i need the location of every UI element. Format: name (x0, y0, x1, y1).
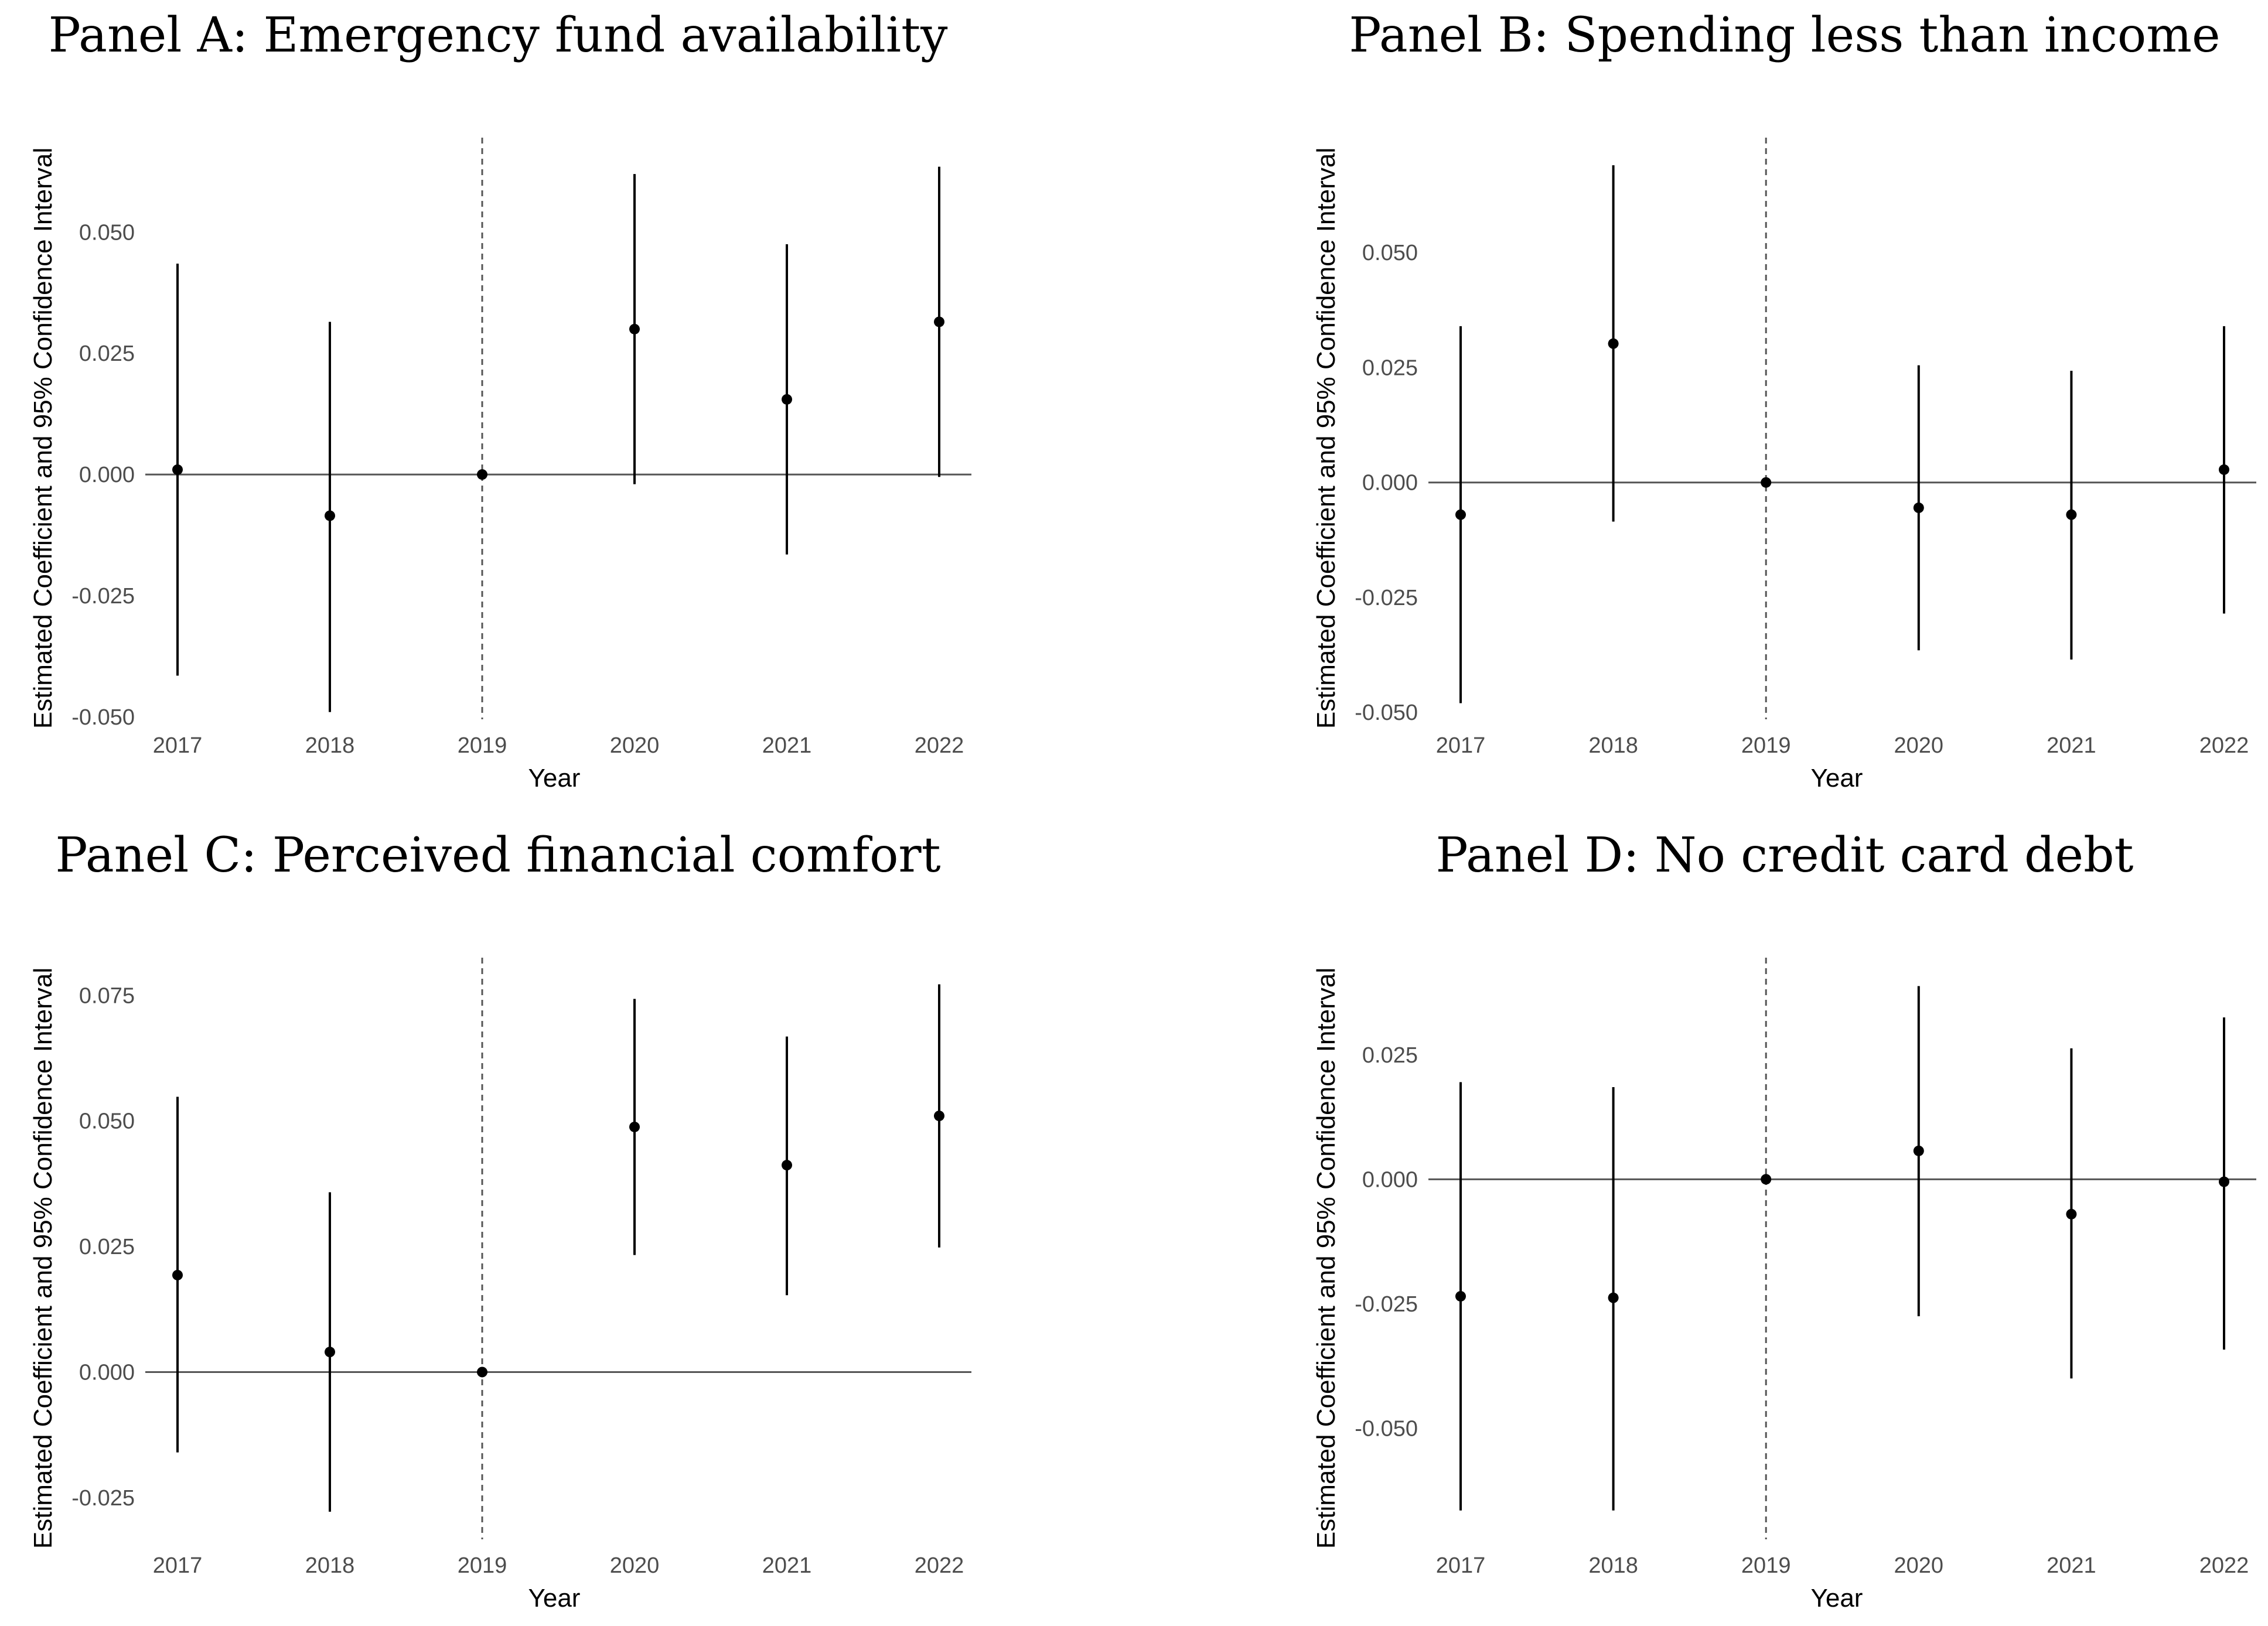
x-axis-title: Year (528, 764, 581, 792)
x-tick-label: 2021 (2047, 1553, 2096, 1578)
x-tick-label: 2021 (762, 1553, 812, 1578)
y-axis-title: Estimated Coefficient and 95% Confidence… (29, 968, 57, 1549)
x-tick-label: 2022 (2199, 1553, 2249, 1578)
y-tick-label: 0.050 (1362, 241, 1418, 265)
x-tick-label: 2019 (458, 733, 507, 758)
x-tick-label: 2019 (458, 1553, 507, 1578)
coefficient-point (2219, 464, 2229, 475)
plot-area: -0.050 -0.025 0.000 0.025 2017 2018 2019 2020 20… (1355, 958, 2256, 1578)
y-tick-label: -0.025 (71, 1486, 135, 1511)
panel-c: Panel C: Perceived financial comfort Est… (29, 828, 971, 1613)
coefficient-point (1913, 502, 1924, 513)
coefficient-point (782, 1160, 792, 1171)
coefficient-point (325, 1347, 335, 1358)
x-tick-label: 2018 (305, 1553, 355, 1578)
coefficient-point (1761, 477, 1772, 488)
coefficient-point (2066, 1208, 2077, 1220)
x-tick-label: 2019 (1741, 1553, 1791, 1578)
coefficient-point (782, 394, 792, 405)
x-tick-label: 2020 (610, 733, 660, 758)
coefficient-point (2066, 509, 2077, 520)
y-tick-label: 0.075 (79, 983, 135, 1008)
coefficient-point (1455, 1291, 1466, 1302)
coefficient-point (1608, 338, 1619, 349)
coefficient-point (2219, 1176, 2229, 1187)
x-axis-title: Year (1811, 1584, 1863, 1613)
coefficient-point (1913, 1145, 1924, 1156)
panel-title: Panel D: No credit card debt (1435, 828, 2133, 883)
coefficient-point (934, 316, 944, 327)
y-axis-title: Estimated Coefficient and 95% Confidence… (1312, 968, 1341, 1549)
coefficient-point (325, 510, 335, 521)
panel-title: Panel A: Emergency fund availability (49, 8, 948, 63)
x-tick-label: 2019 (1741, 733, 1791, 758)
y-tick-label: -0.025 (71, 584, 135, 609)
y-tick-label: -0.050 (1355, 1416, 1418, 1441)
x-tick-label: 2020 (610, 1553, 660, 1578)
x-tick-label: 2017 (1436, 1553, 1486, 1578)
x-tick-label: 2022 (2199, 733, 2249, 758)
y-tick-label: 0.000 (79, 1360, 135, 1385)
plot-area: -0.050 -0.025 0.000 0.025 0.050 2017 2018 2019 2… (1355, 138, 2256, 758)
coefficient-point (477, 1367, 487, 1378)
y-tick-label: 0.025 (1362, 1043, 1418, 1068)
y-tick-label: 0.025 (79, 1235, 135, 1259)
coefficient-point (629, 1121, 640, 1132)
x-tick-label: 2018 (1588, 1553, 1638, 1578)
coefficient-point (477, 469, 487, 480)
y-tick-label: 0.025 (1362, 356, 1418, 380)
x-tick-label: 2020 (1894, 1553, 1944, 1578)
x-tick-label: 2017 (153, 1553, 203, 1578)
coefficient-point (1761, 1174, 1772, 1185)
y-tick-label: -0.025 (1355, 1292, 1418, 1317)
x-tick-label: 2018 (305, 733, 355, 758)
panel-b: Panel B: Spending less than income Estim… (1312, 8, 2256, 792)
plot-area: -0.025 0.000 0.025 0.050 0.075 2017 2018 2019 20… (71, 958, 971, 1578)
panel-title: Panel C: Perceived financial comfort (55, 828, 940, 883)
x-axis-title: Year (1811, 764, 1863, 792)
y-tick-label: -0.050 (1355, 701, 1418, 725)
x-tick-label: 2021 (2047, 733, 2096, 758)
x-tick-label: 2020 (1894, 733, 1944, 758)
y-tick-label: 0.025 (79, 341, 135, 366)
panel-a: Panel A: Emergency fund availability Est… (29, 8, 971, 792)
y-axis-title: Estimated Coefficient and 95% Confidence… (1312, 148, 1341, 729)
x-tick-label: 2022 (915, 1553, 964, 1578)
coefficient-point (172, 464, 183, 475)
x-axis-title: Year (528, 1584, 581, 1613)
coefficient-point (172, 1269, 183, 1280)
coefficient-point (1608, 1292, 1619, 1303)
y-tick-label: 0.050 (79, 1109, 135, 1134)
y-tick-label: 0.000 (1362, 471, 1418, 496)
x-tick-label: 2018 (1588, 733, 1638, 758)
x-tick-label: 2021 (762, 733, 812, 758)
x-tick-label: 2022 (915, 733, 964, 758)
y-tick-label: 0.000 (79, 463, 135, 487)
plot-area: -0.050 -0.025 0.000 0.025 0.050 2017 2018 2019 2… (71, 138, 971, 758)
y-axis-title: Estimated Coefficient and 95% Confidence… (29, 148, 57, 729)
y-tick-label: -0.025 (1355, 586, 1418, 610)
coefficient-point (629, 323, 640, 334)
panel-d: Panel D: No credit card debt Estimated C… (1312, 828, 2256, 1613)
panel-title: Panel B: Spending less than income (1349, 8, 2220, 63)
y-tick-label: -0.050 (71, 705, 135, 730)
y-tick-label: 0.050 (79, 220, 135, 245)
x-tick-label: 2017 (1436, 733, 1486, 758)
coefficient-point (1455, 509, 1466, 520)
coefficient-point (934, 1111, 944, 1122)
x-tick-label: 2017 (153, 733, 203, 758)
y-tick-label: 0.000 (1362, 1167, 1418, 1192)
